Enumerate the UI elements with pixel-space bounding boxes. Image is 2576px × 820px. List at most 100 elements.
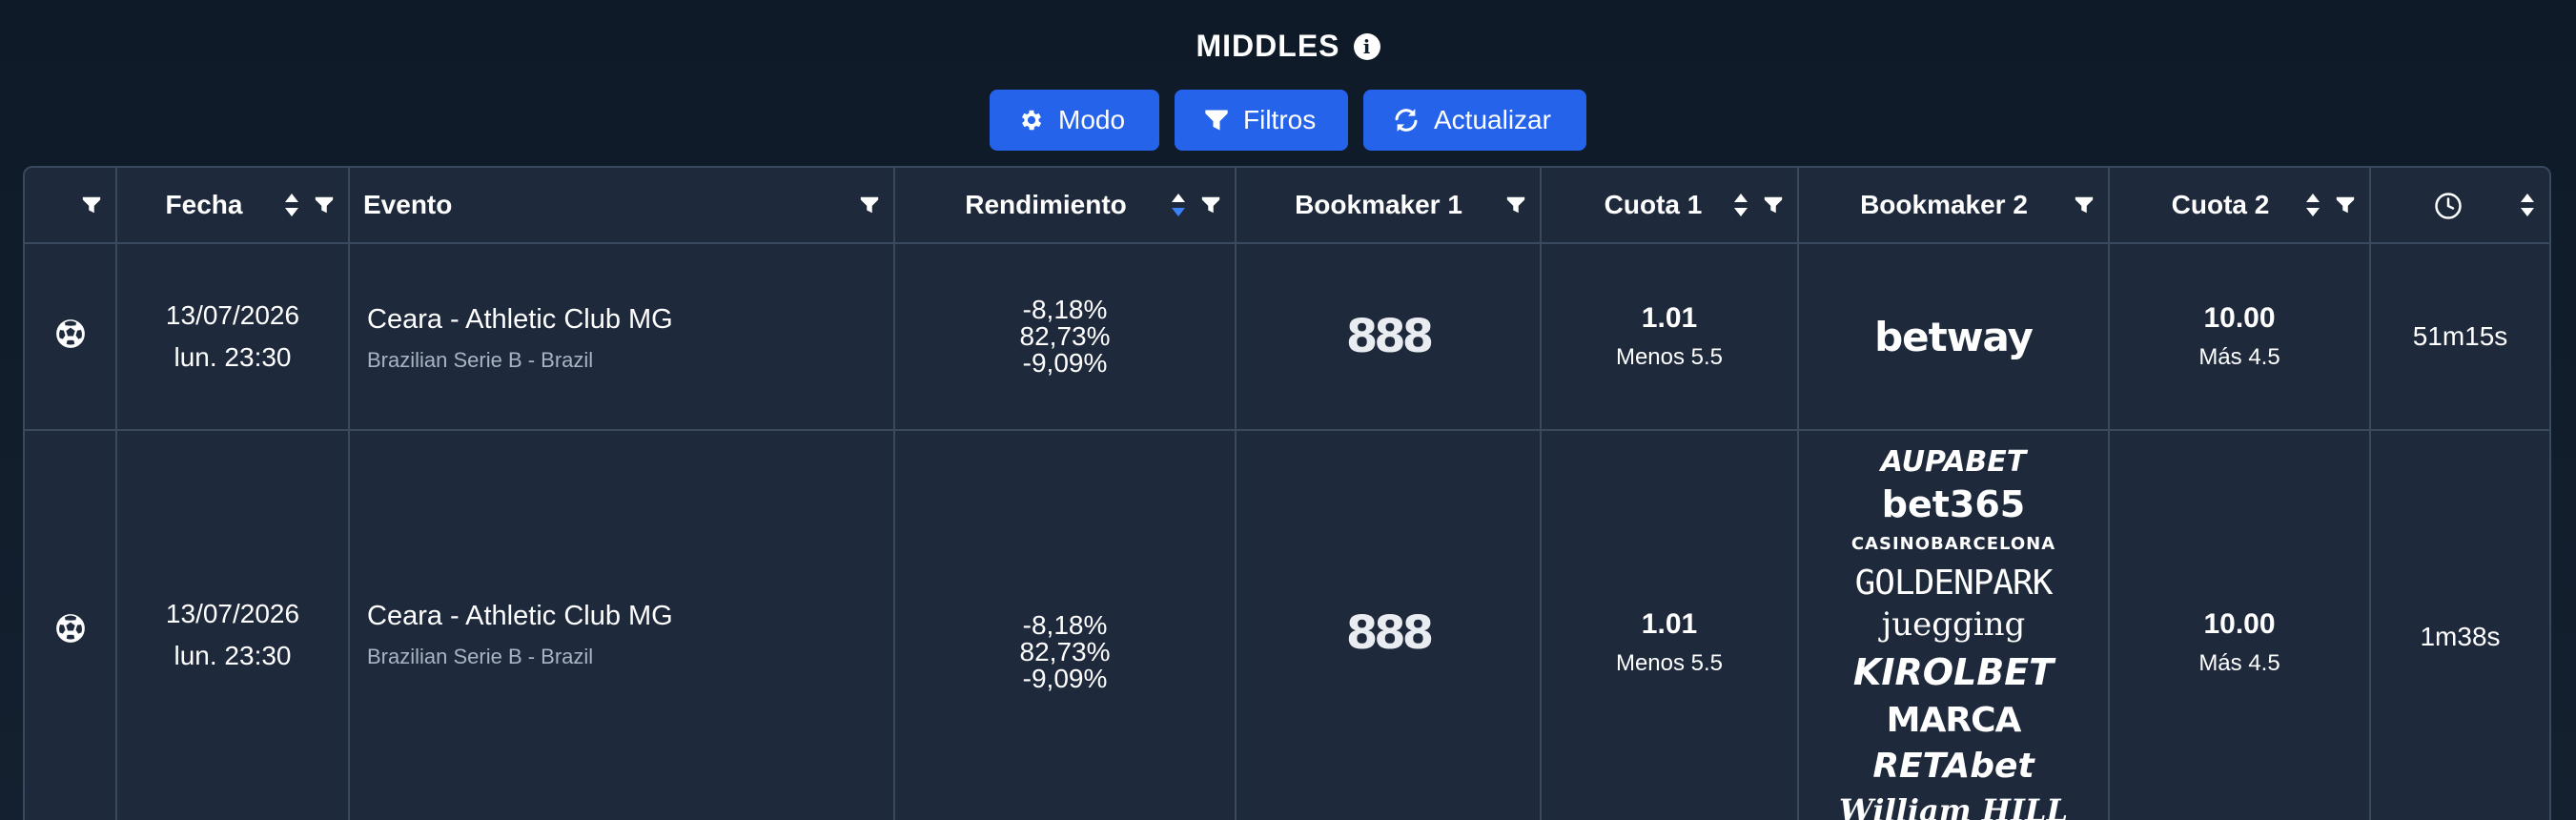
filter-icon[interactable] (314, 195, 335, 215)
bookmaker-logo-bet365[interactable]: bet365 (1881, 483, 2026, 525)
bookmaker1-cell[interactable]: 888 (1236, 430, 1542, 820)
col-date[interactable]: Fecha (116, 168, 350, 244)
odds-value: 1.01 (1641, 608, 1698, 640)
odds2-cell: 10.00 Más 4.5 (2109, 243, 2371, 431)
col-bookmaker1[interactable]: Bookmaker 1 (1236, 168, 1542, 244)
col-event[interactable]: Evento (349, 168, 895, 244)
col-event-label: Evento (363, 190, 453, 219)
mode-button[interactable]: Modo (990, 90, 1159, 151)
age-value: 1m38s (2420, 622, 2501, 651)
middles-table: Fecha Evento (23, 166, 2551, 820)
col-age[interactable] (2370, 168, 2549, 244)
info-icon[interactable]: i (1353, 32, 1380, 60)
event-cell[interactable]: Ceara - Athletic Club MG Brazilian Serie… (349, 430, 895, 820)
bookmaker1-cell[interactable]: 888 (1236, 243, 1542, 431)
table-row[interactable]: 13/07/2026 lun. 23:30 Ceara - Athletic C… (25, 243, 2549, 431)
bookmaker-logo-betway[interactable]: betway (1874, 313, 2034, 360)
date-cell: 13/07/2026 lun. 23:30 (116, 243, 350, 431)
refresh-icon (1395, 109, 1418, 132)
col-bookmaker1-label: Bookmaker 1 (1295, 190, 1462, 219)
age-value: 51m15s (2412, 321, 2508, 351)
filters-button-label: Filtros (1243, 105, 1317, 134)
bookmaker2-cell[interactable]: betway (1798, 243, 2110, 431)
refresh-button-label: Actualizar (1434, 105, 1551, 134)
event-league: Brazilian Serie B - Brazil (367, 645, 594, 668)
col-bookmaker2-label: Bookmaker 2 (1860, 190, 2028, 219)
bookmaker-logo-list: AUPABET bet365 CASINOBARCELONA GOLDENPAR… (1799, 431, 2108, 820)
bookmaker2-cell[interactable]: AUPABET bet365 CASINOBARCELONA GOLDENPAR… (1798, 430, 2110, 820)
filter-icon[interactable] (2335, 195, 2356, 215)
col-age-label (2384, 190, 2536, 221)
yield-value: 82,73% (1019, 321, 1111, 351)
refresh-button[interactable]: Actualizar (1363, 90, 1586, 151)
col-yield-label: Rendimiento (965, 190, 1127, 219)
filter-icon[interactable] (2074, 195, 2095, 215)
bookmaker-logo-888[interactable]: 888 (1345, 310, 1434, 363)
odds1-cell: 1.01 Menos 5.5 (1541, 430, 1799, 820)
event-league: Brazilian Serie B - Brazil (367, 348, 594, 372)
yield-cell: -8,18% 82,73% -9,09% (894, 430, 1237, 820)
odds-value: 10.00 (2203, 302, 2276, 334)
table-header-row: Fecha Evento (25, 168, 2549, 244)
event-name: Ceara - Athletic Club MG (367, 304, 673, 335)
market-label: Menos 5.5 (1615, 650, 1724, 676)
event-date: 13/07/2026 (165, 599, 300, 628)
odds2-cell: 10.00 Más 4.5 (2109, 430, 2371, 820)
sport-cell (25, 243, 117, 431)
col-yield[interactable]: Rendimiento (894, 168, 1237, 244)
col-bookmaker2[interactable]: Bookmaker 2 (1798, 168, 2110, 244)
title-row: MIDDLES i (0, 29, 2576, 64)
date-cell: 13/07/2026 lun. 23:30 (116, 430, 350, 820)
clock-icon (2434, 193, 2462, 220)
bookmaker-logo-williamhill[interactable]: William HILL (1839, 792, 2068, 820)
age-cell: 51m15s (2370, 243, 2549, 431)
page-title: MIDDLES (1196, 29, 1340, 63)
yield-value: -8,18% (1022, 295, 1108, 324)
event-cell[interactable]: Ceara - Athletic Club MG Brazilian Serie… (349, 243, 895, 431)
col-odds2[interactable]: Cuota 2 (2109, 168, 2371, 244)
bookmaker-logo-aupabet[interactable]: AUPABET (1880, 445, 2027, 479)
filter-icon[interactable] (1200, 195, 1221, 215)
odds-value: 10.00 (2203, 608, 2276, 640)
bookmaker-logo-goldenpark[interactable]: GOLDENPARK (1854, 564, 2054, 603)
bookmaker-logo-casinobarcelona[interactable]: CASINOBARCELONA (1850, 534, 2056, 554)
yield-value: 82,73% (1019, 637, 1111, 666)
market-label: Más 4.5 (2198, 344, 2280, 370)
market-label: Más 4.5 (2198, 650, 2280, 676)
soccer-ball-icon (55, 318, 85, 348)
bookmaker-logo-marca[interactable]: MARCA (1886, 701, 2022, 740)
mode-button-label: Modo (1058, 105, 1126, 134)
bookmaker-logo-888[interactable]: 888 (1345, 606, 1434, 660)
col-odds2-label: Cuota 2 (2171, 190, 2270, 219)
sport-cell (25, 430, 117, 820)
bookmaker-logo-retabet[interactable]: RETAbet (1872, 747, 2034, 786)
filter-icon[interactable] (81, 195, 102, 215)
market-label: Menos 5.5 (1615, 344, 1724, 370)
soccer-ball-icon (55, 614, 85, 643)
table-row[interactable]: 13/07/2026 lun. 23:30 Ceara - Athletic C… (25, 430, 2549, 820)
event-time: lun. 23:30 (174, 342, 292, 372)
sort-icon[interactable] (2304, 192, 2321, 218)
sort-icon[interactable] (1732, 192, 1749, 218)
bookmaker-logo-kirolbet[interactable]: KIROLBET (1852, 651, 2055, 693)
col-sport (25, 168, 117, 244)
sort-icon[interactable] (283, 192, 300, 218)
col-date-label: Fecha (165, 190, 243, 219)
filter-icon[interactable] (1763, 195, 1784, 215)
event-date: 13/07/2026 (165, 300, 300, 330)
filters-button[interactable]: Filtros (1175, 90, 1348, 151)
filter-icon[interactable] (859, 195, 880, 215)
col-odds1[interactable]: Cuota 1 (1541, 168, 1799, 244)
sort-active-icon[interactable] (1170, 192, 1187, 218)
odds-value: 1.01 (1641, 302, 1698, 334)
filter-icon[interactable] (1505, 195, 1526, 215)
filter-icon (1205, 110, 1228, 131)
event-time: lun. 23:30 (174, 641, 292, 670)
yield-value: -8,18% (1022, 610, 1108, 640)
odds1-cell: 1.01 Menos 5.5 (1541, 243, 1799, 431)
age-cell: 1m38s (2370, 430, 2549, 820)
sort-icon[interactable] (2519, 192, 2536, 218)
bookmaker-logo-juegging[interactable]: juegging (1881, 605, 2026, 644)
gear-icon (1021, 110, 1042, 131)
